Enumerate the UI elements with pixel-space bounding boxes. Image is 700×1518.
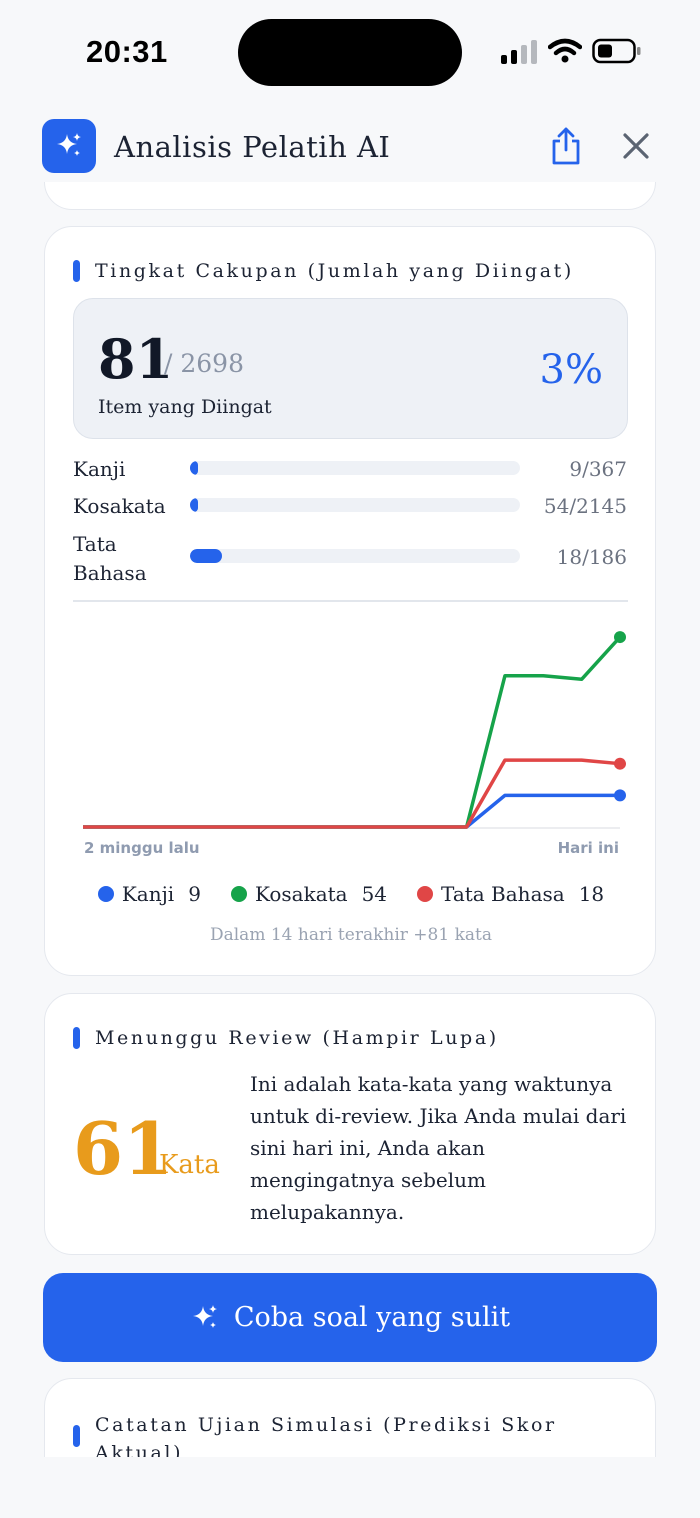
series-end-point-kanji	[614, 789, 626, 802]
series-end-point-tata-bahasa	[614, 757, 626, 770]
kosakata-progress-fill	[190, 498, 199, 512]
kanji-progress-track	[190, 461, 520, 475]
review-card: Menunggu Review (Hampir Lupa) 61 Kata In…	[44, 993, 656, 1255]
tata-bahasa-value: 18/186	[556, 545, 627, 569]
remembered-count: 81	[98, 327, 174, 391]
legend-dot	[230, 886, 247, 902]
legend-dot	[417, 886, 434, 902]
legend-tata-bahasa: Tata Bahasa 18	[417, 882, 604, 906]
legend-dot	[97, 886, 114, 902]
legend-name: Kosakata	[254, 882, 348, 906]
page-bottom	[0, 1457, 700, 1518]
status-bar: 20:31	[0, 0, 700, 100]
tata-bahasa-progress-fill	[190, 549, 222, 563]
kanji-progress-fill	[190, 461, 199, 475]
battery-icon	[592, 38, 641, 64]
sparkles-icon	[192, 1304, 217, 1328]
kanji-label: Kanji	[73, 457, 126, 481]
review-unit: Kata	[159, 1150, 220, 1180]
legend-kosakata: Kosakata 54	[230, 882, 388, 906]
close-icon[interactable]	[620, 130, 652, 162]
wifi-icon	[548, 38, 582, 63]
app-header: Analisis Pelatih AI	[0, 100, 700, 182]
x-axis-end-label: Hari ini	[557, 839, 619, 857]
series-line-kanji	[83, 793, 620, 829]
sparkles-icon	[42, 119, 96, 173]
review-description: Ini adalah kata-kata yang waktunya untuk…	[250, 1072, 627, 1224]
coverage-card: Tingkat Cakupan (Jumlah yang Diingat) 81…	[44, 226, 656, 976]
legend-value: 18	[578, 882, 605, 906]
status-time: 20:31	[86, 34, 168, 69]
dynamic-island	[238, 19, 462, 86]
review-count: 61	[73, 1106, 174, 1191]
x-axis-start-label: 2 minggu lalu	[84, 839, 200, 857]
cellular-signal-icon	[501, 40, 539, 64]
total-count: / 2698	[164, 349, 244, 378]
try-hard-questions-button[interactable]: Coba soal yang sulit	[43, 1273, 657, 1362]
coverage-title: Tingkat Cakupan (Jumlah yang Diingat)	[95, 260, 574, 282]
cta-label: Coba soal yang sulit	[233, 1302, 511, 1333]
tata-bahasa-progress-track	[190, 549, 520, 563]
section-accent-bar	[73, 260, 80, 282]
coverage-summary: 81 / 2698 Item yang Diingat 3%	[73, 298, 628, 439]
series-line-kosakata	[83, 635, 622, 829]
kosakata-label: Kosakata	[73, 494, 166, 518]
share-icon[interactable]	[548, 126, 584, 166]
kosakata-progress-track	[190, 498, 520, 512]
coverage-percent: 3%	[539, 347, 603, 393]
coverage-line-chart	[83, 631, 626, 829]
legend-name: Tata Bahasa	[441, 882, 565, 906]
section-accent-bar	[73, 1425, 80, 1447]
series-end-point-kosakata	[614, 631, 626, 644]
chart-legend: Kanji 9 Kosakata 54 Tata Bahasa 18	[45, 882, 657, 906]
remembered-label: Item yang Diingat	[98, 396, 272, 418]
kanji-value: 9/367	[569, 457, 627, 481]
tata-bahasa-label: Tata Bahasa	[73, 532, 147, 585]
page-title: Analisis Pelatih AI	[114, 130, 391, 164]
kosakata-value: 54/2145	[543, 494, 627, 518]
review-title: Menunggu Review (Hampir Lupa)	[95, 1027, 499, 1049]
legend-value: 9	[188, 882, 201, 906]
legend-kanji: Kanji 9	[97, 882, 201, 906]
divider	[73, 600, 628, 602]
legend-name: Kanji	[121, 882, 175, 906]
section-accent-bar	[73, 1027, 80, 1049]
chart-footnote: Dalam 14 hari terakhir +81 kata	[209, 925, 492, 945]
legend-value: 54	[361, 882, 388, 906]
series-line-tata-bahasa	[83, 758, 621, 829]
